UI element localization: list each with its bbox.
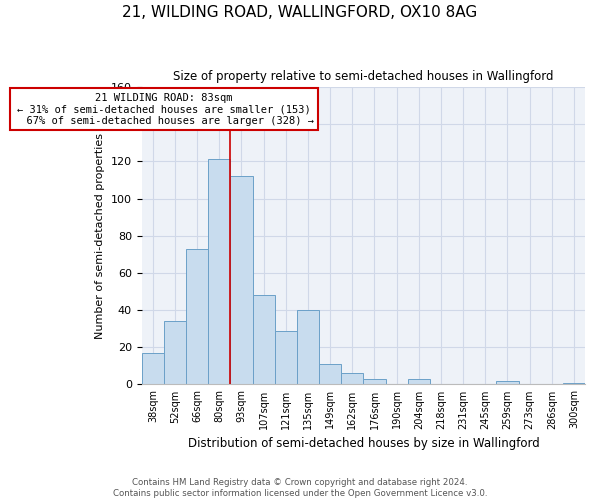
Bar [230,176,253,384]
Bar [364,379,386,384]
Title: Size of property relative to semi-detached houses in Wallingford: Size of property relative to semi-detach… [173,70,554,83]
Bar [253,295,275,384]
Text: Contains HM Land Registry data © Crown copyright and database right 2024.
Contai: Contains HM Land Registry data © Crown c… [113,478,487,498]
Bar [208,160,230,384]
Bar [563,382,585,384]
X-axis label: Distribution of semi-detached houses by size in Wallingford: Distribution of semi-detached houses by … [187,437,539,450]
Bar [408,379,430,384]
Bar [319,364,341,384]
Text: 21, WILDING ROAD, WALLINGFORD, OX10 8AG: 21, WILDING ROAD, WALLINGFORD, OX10 8AG [122,5,478,20]
Bar [275,330,297,384]
Bar [297,310,319,384]
Bar [142,353,164,384]
Bar [496,380,518,384]
Bar [164,321,186,384]
Text: 21 WILDING ROAD: 83sqm
← 31% of semi-detached houses are smaller (153)
  67% of : 21 WILDING ROAD: 83sqm ← 31% of semi-det… [14,92,314,126]
Bar [341,374,364,384]
Y-axis label: Number of semi-detached properties: Number of semi-detached properties [95,132,106,338]
Bar [186,248,208,384]
